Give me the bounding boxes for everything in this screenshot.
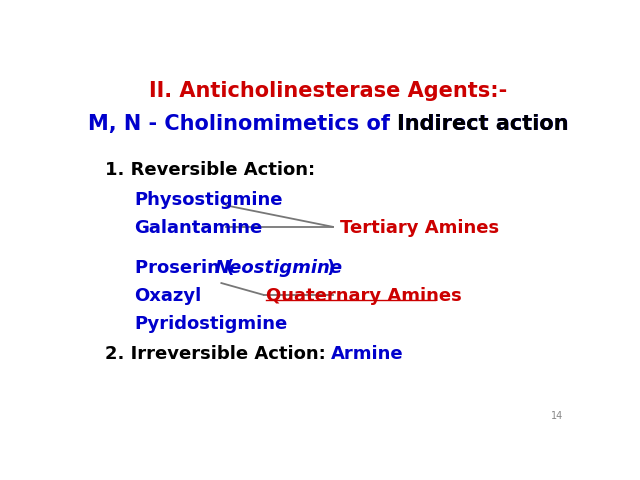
Text: ): ) <box>326 259 334 277</box>
Text: Oxazyl: Oxazyl <box>134 287 202 305</box>
Text: 1. Reversible Action:: 1. Reversible Action: <box>105 161 315 180</box>
Text: Armine: Armine <box>330 345 403 363</box>
Text: Proserin (: Proserin ( <box>134 259 234 277</box>
Text: 14: 14 <box>551 410 564 420</box>
Text: Physostigmine: Physostigmine <box>134 191 283 209</box>
Text: Pyridostigmine: Pyridostigmine <box>134 315 288 334</box>
Text: II. Anticholinesterase Agents:-: II. Anticholinesterase Agents:- <box>149 81 507 101</box>
Text: Galantamine: Galantamine <box>134 218 263 237</box>
Text: Tertiary Amines: Tertiary Amines <box>340 218 500 237</box>
Text: Quaternary Amines: Quaternary Amines <box>266 287 461 305</box>
Text: M, N - Cholinomimetics of Indirect action: M, N - Cholinomimetics of Indirect actio… <box>88 114 568 134</box>
Text: 2. Irreversible Action:: 2. Irreversible Action: <box>105 345 326 363</box>
Text: Neostigmine: Neostigmine <box>215 259 343 277</box>
Text: Indirect action: Indirect action <box>397 114 568 134</box>
